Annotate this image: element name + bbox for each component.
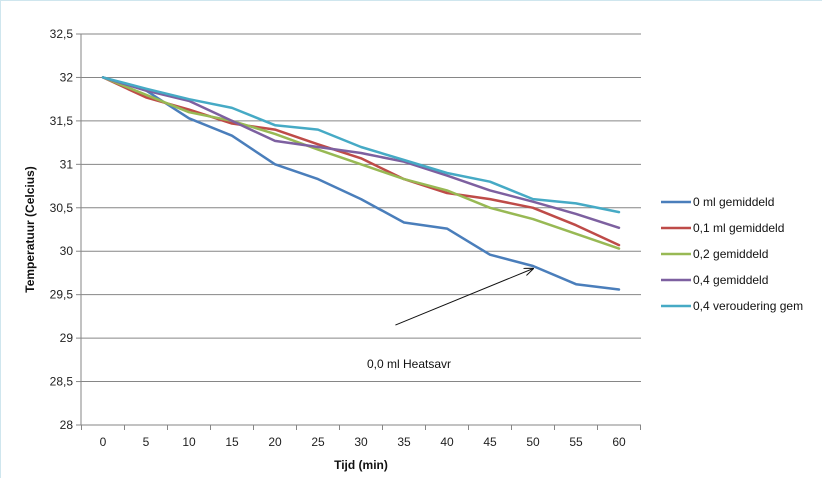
x-axis-title: Tijd (min): [334, 458, 388, 472]
x-tick-label: 20: [268, 435, 282, 449]
x-tick-label: 40: [440, 435, 454, 449]
legend-label: 0,4 veroudering gem: [693, 299, 803, 313]
x-tick-label: 55: [569, 435, 583, 449]
y-axis-title: Temperatuur (Celcius): [23, 166, 37, 292]
series-lines: [101, 76, 621, 291]
y-tick-label: 32: [60, 70, 74, 84]
x-tick-label: 15: [225, 435, 239, 449]
annotation-label: 0,0 ml Heatsavr: [367, 357, 451, 371]
tick-labels: 28 28,5 29 29,5 30 30,5 31 31,5 32 32,5 0 5 10 15 20 25…: [23, 27, 626, 472]
x-tick-label: 50: [526, 435, 540, 449]
legend-label: 0 ml gemiddeld: [693, 195, 774, 209]
x-tick-label: 0: [100, 435, 107, 449]
x-tick-label: 45: [483, 435, 497, 449]
axes: [76, 33, 641, 430]
y-tick-label: 29: [60, 331, 74, 345]
x-tick-label: 5: [143, 435, 150, 449]
y-tick-label: 29,5: [50, 288, 74, 302]
annotation: 0,0 ml Heatsavr: [367, 269, 533, 371]
y-tick-label: 31: [60, 157, 74, 171]
y-tick-label: 28,5: [50, 375, 74, 389]
x-tick-label: 10: [182, 435, 196, 449]
series-line-1: [101, 76, 621, 291]
x-tick-label: 30: [354, 435, 368, 449]
x-tick-label: 35: [397, 435, 411, 449]
x-tick-label: 25: [311, 435, 325, 449]
series-line-3: [101, 76, 621, 250]
annotation-arrow: [395, 269, 533, 326]
series-line-4: [101, 76, 621, 230]
legend-label: 0,1 ml gemiddeld: [693, 221, 784, 235]
y-tick-label: 30: [60, 244, 74, 258]
y-tick-label: 32,5: [50, 27, 74, 41]
legend-label: 0,4 gemiddeld: [693, 273, 768, 287]
x-tick-label: 60: [612, 435, 626, 449]
legend-label: 0,2 gemiddeld: [693, 247, 768, 261]
y-tick-label: 31,5: [50, 114, 74, 128]
series-line-5: [101, 76, 621, 214]
y-tick-label: 30,5: [50, 201, 74, 215]
gridlines: [81, 33, 641, 426]
y-tick-label: 28: [60, 418, 74, 432]
legend: 0 ml gemiddeld 0,1 ml gemiddeld 0,2 gemidd…: [661, 195, 803, 313]
series-line-2: [101, 76, 621, 247]
